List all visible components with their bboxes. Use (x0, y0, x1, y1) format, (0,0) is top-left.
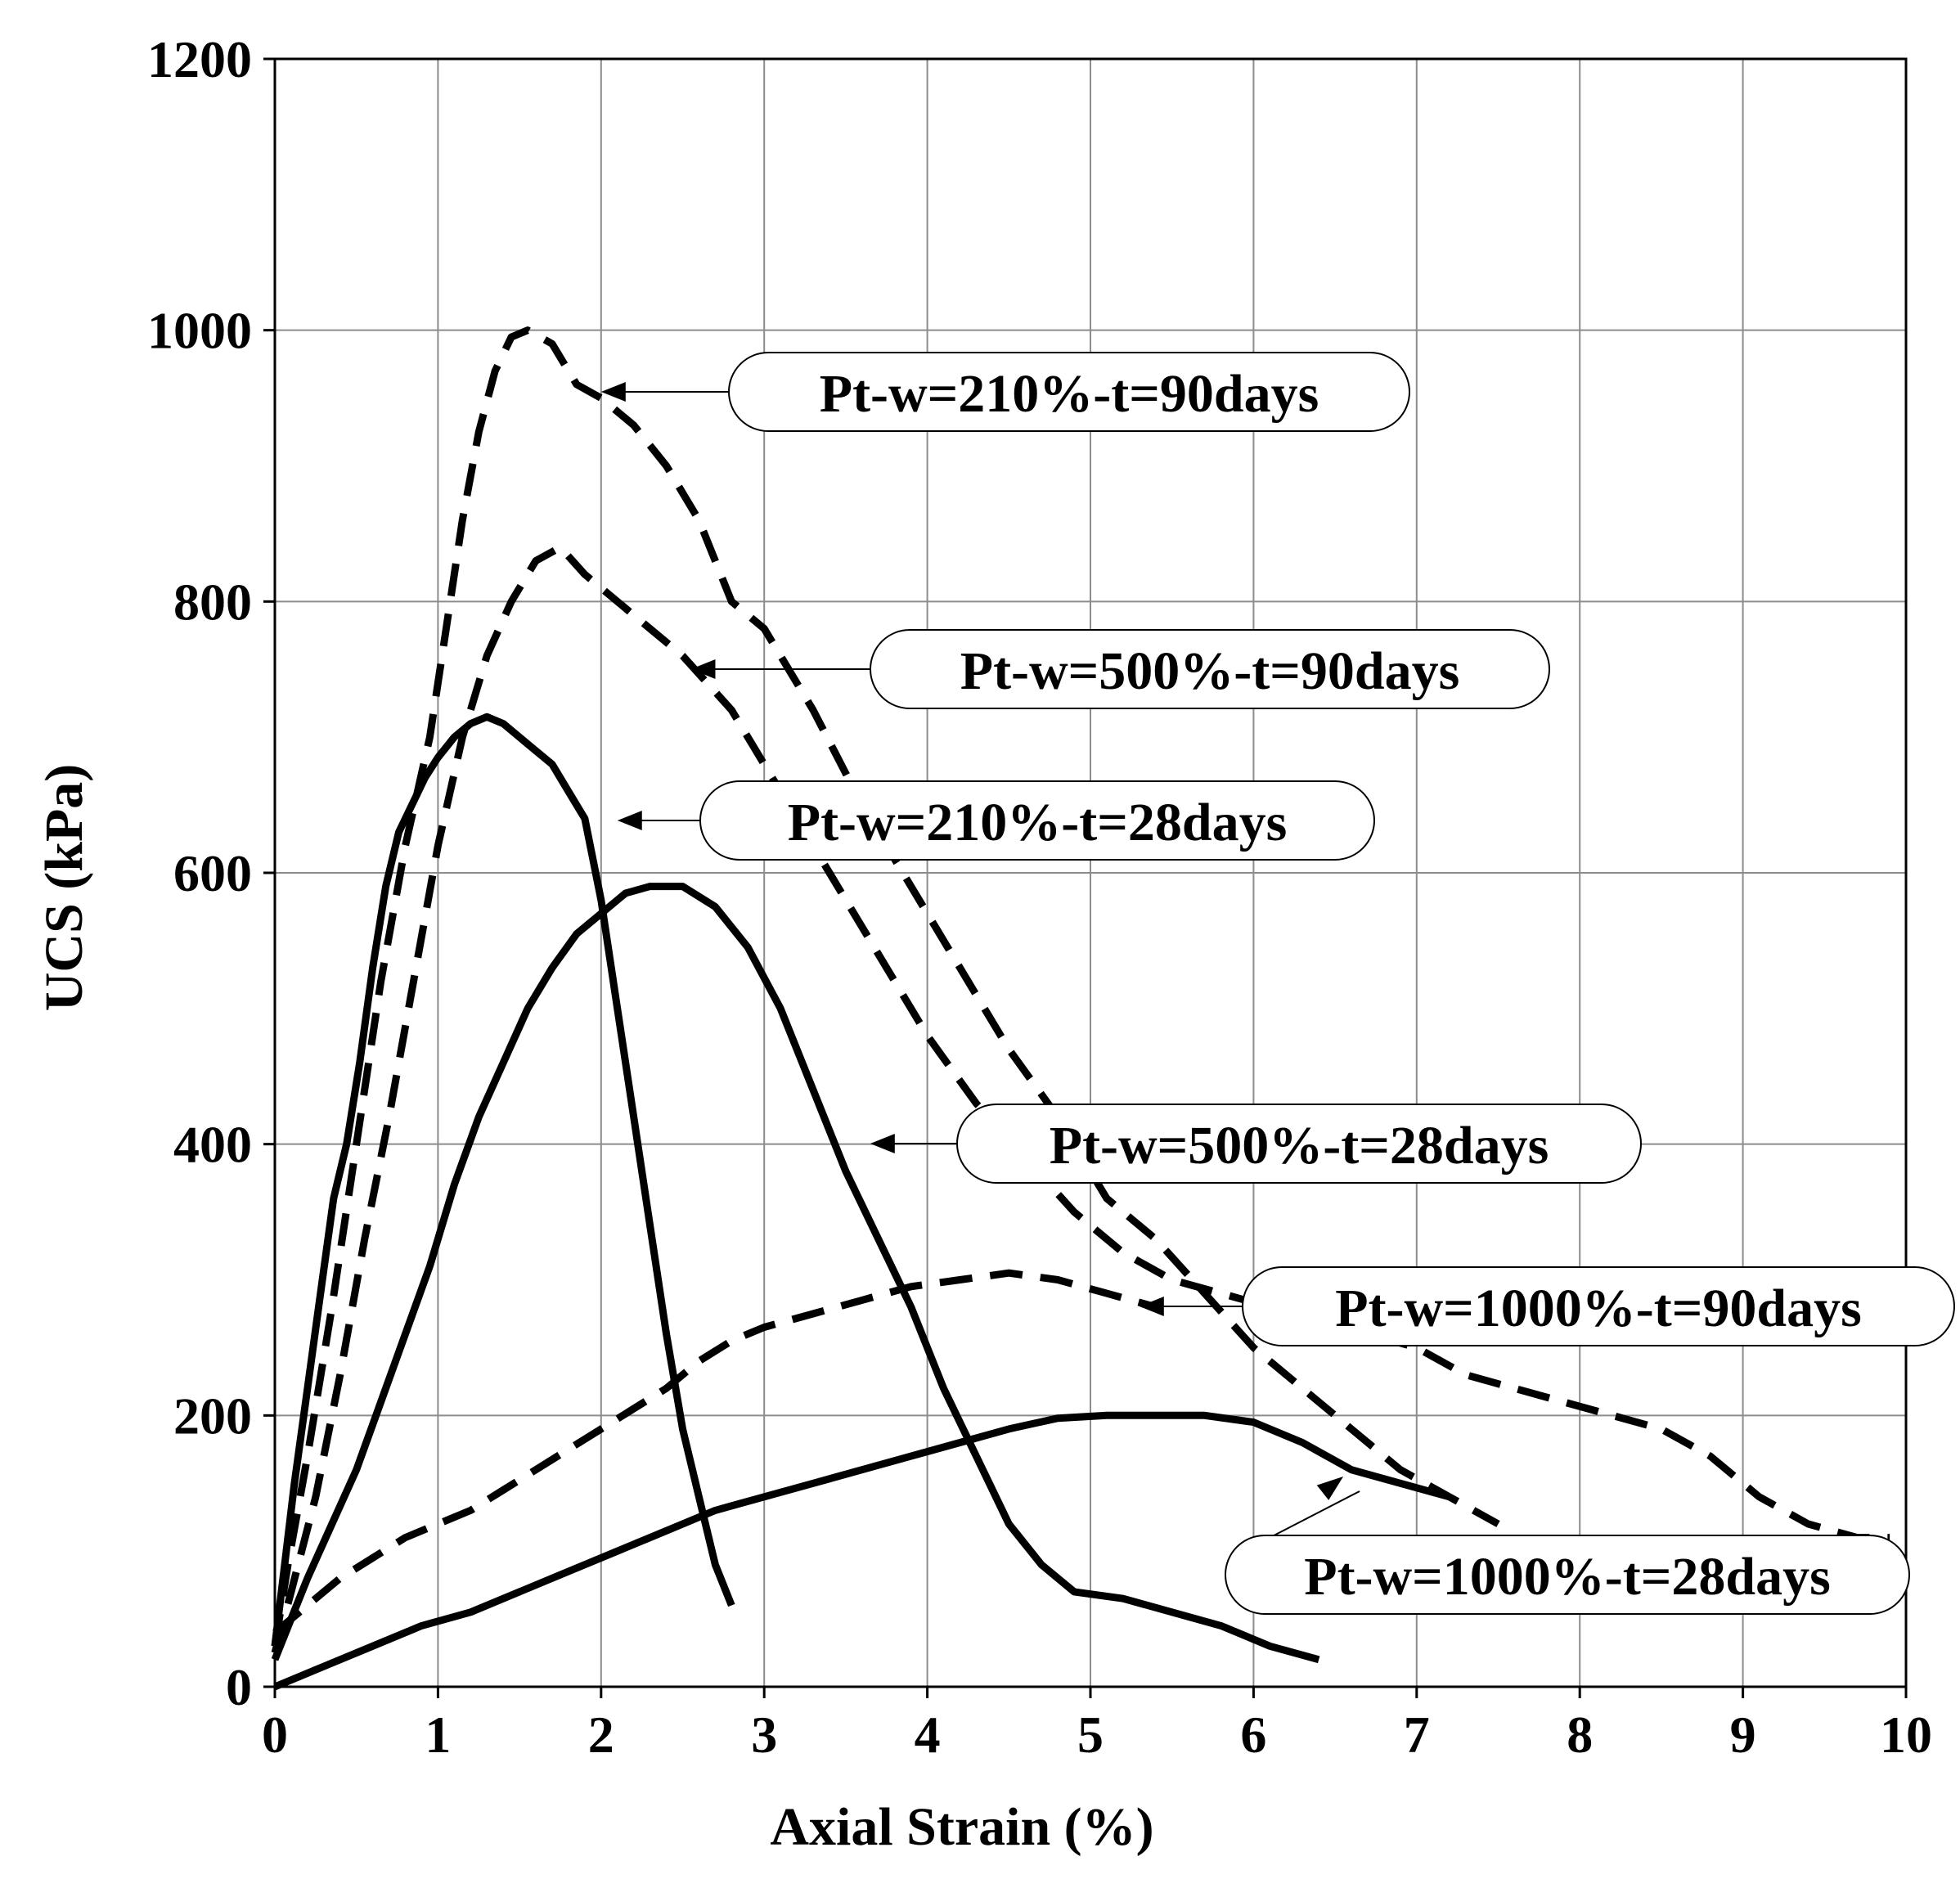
callouts: Pt-w=210%-t=90days Pt-w=500%-t=90days Pt-w… (600, 352, 1955, 1615)
x-tick-label-7: 7 (1404, 1706, 1430, 1764)
callout-label-5: Pt-w=1000%-t=90days (1335, 1279, 1862, 1338)
grid-lines (275, 59, 1906, 1687)
y-tick-label-1200: 1200 (147, 30, 252, 88)
callout-arrow-5 (1139, 1297, 1164, 1316)
series-line-pt-w-210-t-28days (271, 712, 735, 1647)
x-tick-label-2: 2 (588, 1706, 614, 1764)
y-tick-label-400: 400 (173, 1116, 252, 1174)
y-tick-label-1000: 1000 (147, 302, 252, 360)
y-tick-label-0: 0 (226, 1658, 252, 1716)
y-axis-title: UCS (kPa) (34, 764, 94, 1012)
x-axis-title: Axial Strain (%) (770, 1797, 1153, 1857)
y-tick-label-800: 800 (173, 573, 252, 631)
callout-box-4 (956, 1104, 1642, 1184)
callout-label-3: Pt-w=210%-t=28days (788, 793, 1288, 852)
series-line-pt-w-500-t-28days (271, 883, 1320, 1664)
series-line-pt-w-1000-t-90days (272, 1269, 1158, 1636)
callout-arrow-2 (690, 659, 716, 679)
callout-box-6 (1225, 1535, 1910, 1615)
callout-4: Pt-w=500%-t=28days (870, 1104, 1642, 1184)
callout-5: Pt-w=1000%-t=90days (1139, 1266, 1955, 1346)
series-line-pt-w-210-t-90days (271, 326, 1500, 1648)
callout-label-2: Pt-w=500%-t=90days (960, 641, 1460, 701)
callout-label-4: Pt-w=500%-t=28days (1050, 1116, 1549, 1176)
callout-2: Pt-w=500%-t=90days (690, 629, 1550, 709)
x-tick-label-6: 6 (1240, 1706, 1266, 1764)
callout-label-6: Pt-w=1000%-t=28days (1304, 1547, 1831, 1607)
x-tick-label-8: 8 (1567, 1706, 1593, 1764)
callout-1: Pt-w=210%-t=90days (600, 352, 1410, 432)
curves (271, 326, 1890, 1691)
x-tick-label-10: 10 (1880, 1706, 1932, 1764)
x-tick-label-5: 5 (1077, 1706, 1104, 1764)
tick-labels: 0 1 2 3 4 5 6 7 8 9 10 0 200 400 600 800 1000 1200 (147, 30, 1932, 1764)
y-tick-label-200: 200 (173, 1387, 252, 1445)
callout-3: Pt-w=210%-t=28days (617, 780, 1375, 861)
series-line-pt-w-1000-t-28days (273, 1411, 1450, 1691)
callout-arrow-6 (1316, 1476, 1344, 1500)
series-line-pt-w-500-t-90days (271, 543, 1890, 1654)
callout-box-1 (728, 352, 1410, 432)
y-tick-label-600: 600 (173, 844, 252, 902)
callout-box-3 (699, 780, 1375, 861)
callout-box-2 (870, 629, 1550, 709)
x-tick-label-0: 0 (262, 1706, 288, 1764)
x-tick-label-1: 1 (425, 1706, 451, 1764)
callout-box-5 (1242, 1266, 1955, 1346)
callout-label-1: Pt-w=210%-t=90days (820, 364, 1319, 424)
callout-arrow-4 (870, 1134, 895, 1153)
x-tick-label-4: 4 (915, 1706, 941, 1764)
x-tick-label-9: 9 (1730, 1706, 1756, 1764)
callout-arrow-3 (617, 811, 642, 830)
callout-arrow-1 (600, 382, 626, 402)
callout-6: Pt-w=1000%-t=28days (1225, 1476, 1910, 1615)
x-tick-label-3: 3 (751, 1706, 777, 1764)
